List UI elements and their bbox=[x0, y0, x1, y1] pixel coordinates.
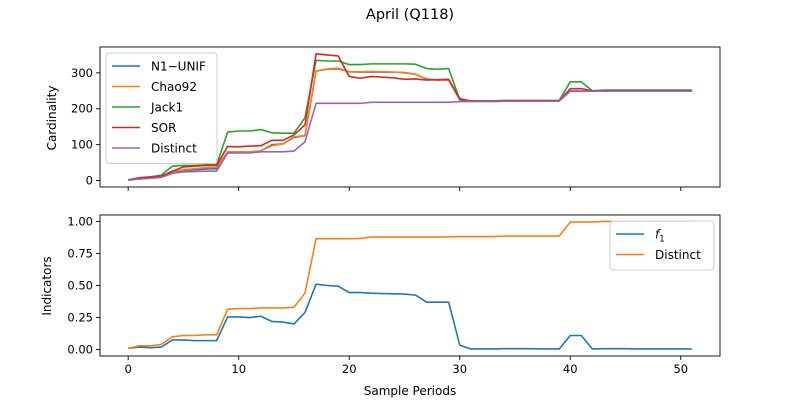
bottom-xtick-label: 50 bbox=[673, 362, 688, 376]
bottom-ytick-label: 0.75 bbox=[67, 246, 93, 260]
top-legend-label: N1−UNIF bbox=[151, 60, 206, 74]
top-series-line-4 bbox=[128, 90, 692, 181]
bottom-legend-label: Distinct bbox=[655, 248, 701, 262]
top-legend: N1−UNIF Chao92 Jack1 SOR Distinct bbox=[105, 52, 218, 164]
top-ytick-label: 200 bbox=[71, 102, 93, 116]
top-chart-panel: 0 100 200 300 N1−UNIF Chao92 Jack1 SOR Distinct bbox=[71, 46, 721, 191]
top-legend-label: Jack1 bbox=[150, 101, 183, 115]
bottom-chart-panel: 0 10 20 30 40 50 0.00 0.25 0.50 0.75 1.00 f1 Distinc… bbox=[67, 214, 721, 376]
bottom-legend: f1 Distinct bbox=[609, 220, 715, 271]
bottom-legend-frame bbox=[609, 220, 715, 271]
bottom-xtick-label: 20 bbox=[342, 362, 357, 376]
bottom-series-line-0 bbox=[128, 283, 692, 350]
top-ytick-label: 0 bbox=[86, 174, 93, 188]
bottom-xtick-label: 30 bbox=[452, 362, 467, 376]
bottom-xtick-label: 10 bbox=[231, 362, 246, 376]
top-legend-frame bbox=[105, 52, 218, 164]
top-ytick-label: 100 bbox=[71, 138, 93, 152]
bottom-series-line-1 bbox=[127, 220, 692, 350]
bottom-ylabel: Indicators bbox=[40, 256, 54, 315]
top-ytick-label: 300 bbox=[71, 66, 93, 80]
figure-title: April (Q118) bbox=[366, 7, 454, 23]
top-legend-label: SOR bbox=[151, 121, 176, 135]
bottom-legend-label: f1 bbox=[655, 228, 665, 245]
bottom-xlabel: Sample Periods bbox=[364, 384, 456, 398]
bottom-ytick-label: 0.25 bbox=[67, 311, 93, 325]
bottom-xtick-label: 40 bbox=[563, 362, 578, 376]
bottom-ytick-label: 0.00 bbox=[67, 343, 93, 357]
top-axes-frame bbox=[99, 46, 721, 188]
bottom-ytick-label: 0.50 bbox=[67, 279, 93, 293]
bottom-xtick-label: 0 bbox=[125, 362, 132, 376]
top-legend-label: Chao92 bbox=[151, 80, 197, 94]
top-ylabel: Cardinality bbox=[45, 86, 59, 151]
bottom-ytick-label: 1.00 bbox=[67, 214, 93, 228]
top-legend-label: Distinct bbox=[151, 142, 197, 156]
